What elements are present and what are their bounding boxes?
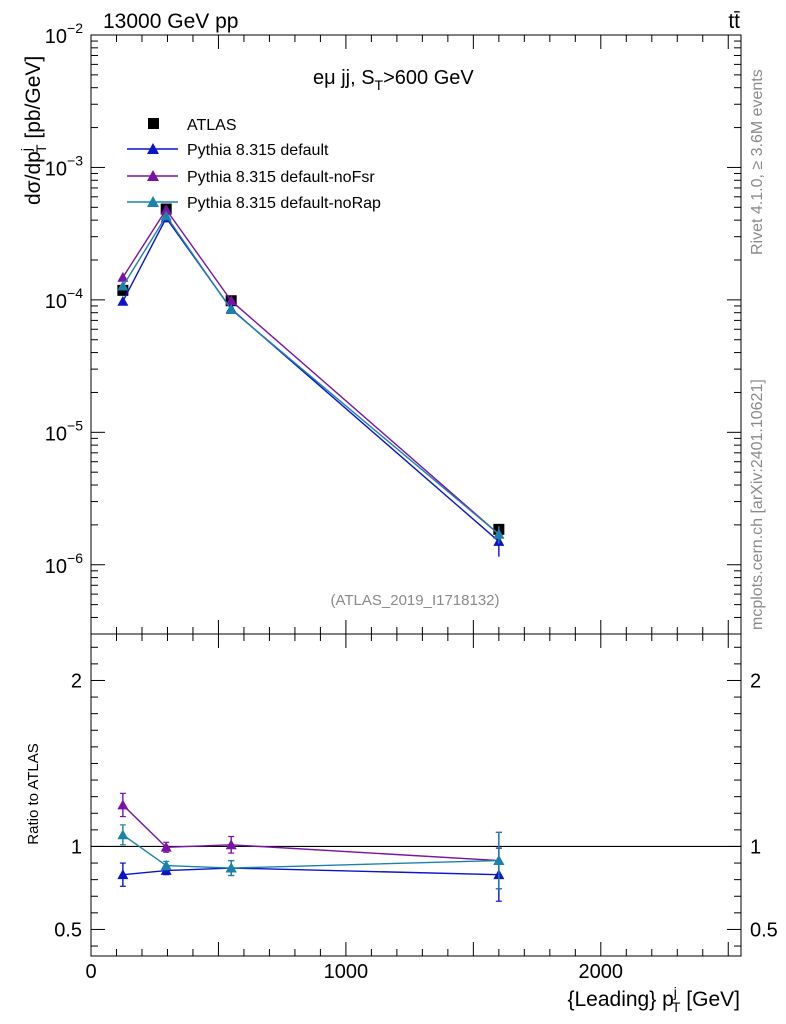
tick-base: 10 [45,26,67,48]
ratio-frame-rect [90,633,742,957]
ratio-axis-ticks [90,634,741,956]
ratio-point-default [117,869,129,880]
ratio-y-tick-label: 2 [71,670,82,692]
series-data [117,203,505,535]
data-point-default [117,295,129,306]
ratio-point-noFsr [117,799,129,810]
ratio-point-noFsr [160,841,172,852]
x-tick-label: 2000 [579,961,624,983]
data-point-noFsr [225,295,237,306]
legend-entry-nofsr: Pythia 8.315 default-noFsr [127,169,375,186]
tick-base: 10 [45,423,67,445]
main-panel: 10−210−310−410−510−6 eμ jj, ST>600 GeV (… [18,20,742,635]
tick-exponent: −3 [67,152,83,168]
ratio-y-tick-label: 0.5 [54,919,82,941]
legend-marker-nofsr [147,170,159,181]
ratio-point-noRap [160,860,172,870]
ratio-y-tick-label-right: 1 [750,836,761,858]
ratio-line-noFsr [122,804,499,862]
ratio-point-noRap [225,862,237,873]
ratio-y-tick-label-right: 2 [750,670,761,692]
ratio-series-noFsr [117,792,505,890]
series-line-default [122,216,500,542]
series-default [117,212,505,557]
series-line-noFsr [122,208,500,535]
analysis-id: (ATLAS_2019_I1718132) [330,592,499,609]
data-point-noRap [160,210,172,221]
legend-marker-atlas [148,118,159,129]
data-point-noFsr [117,271,129,282]
main-y-tick-label: 10−6 [45,550,83,578]
legend-marker-default [147,143,159,154]
ratio-point-noRap [493,855,505,865]
legend-label-norap: Pythia 8.315 default-noRap [187,195,381,212]
mcplots-info: mcplots.cern.ch [arXiv:2401.10621] [749,379,766,630]
tick-base: 10 [45,556,67,578]
ratio-y-axis-label: Ratio to ATLAS [25,743,42,844]
ratio-line-noRap [122,834,499,869]
ratio-plot-frame [90,633,742,957]
legend-entry-norap: Pythia 8.315 default-noRap [127,195,381,212]
ratio-series-noRap [117,824,505,890]
legend-label-nofsr: Pythia 8.315 default-noFsr [187,169,375,186]
rivet-info: Rivet 4.1.0, ≥ 3.6M events [749,69,766,255]
ratio-point-noFsr [225,839,237,850]
main-axis-ticks [90,34,741,635]
x-axis-label: {Leading} pj T [GeV] [567,984,740,1015]
tick-exponent: −2 [67,20,83,36]
tick-base: 10 [45,158,67,180]
ratio-y-tick-label-right: 0.5 [750,919,778,941]
legend: ATLAS Pythia 8.315 default Pythia 8.315 … [127,117,381,212]
data-point-noRap [117,280,129,291]
ratio-series-default [117,847,505,902]
data-point-noFsr [160,204,172,215]
main-y-tick-label: 10−5 [45,417,83,445]
main-y-tick-label: 10−3 [45,152,83,180]
legend-marker-norap [147,196,159,207]
legend-entry-atlas: ATLAS [148,117,237,134]
main-y-tick-label: 10−2 [45,20,83,48]
main-y-tick-labels: 10−210−310−410−510−6 [45,20,83,578]
main-series [117,203,505,557]
ratio-point-noRap [117,829,129,840]
tick-exponent: −5 [67,417,83,433]
data-point-noRap [225,304,237,314]
energy-label: 13000 GeV pp [103,10,238,33]
x-tick-label: 0 [85,961,96,983]
series-line-noRap [122,214,500,535]
legend-label-default: Pythia 8.315 default [187,142,329,159]
series-noFsr [117,204,505,544]
legend-label-atlas: ATLAS [187,117,237,134]
chart-title: eμ jj, ST>600 GeV [313,67,474,93]
ratio-series [91,792,741,902]
tick-exponent: −6 [67,550,83,566]
main-y-axis-label: dσ/dpjT [pb/GeV] [18,56,49,205]
x-tick-label: 1000 [324,961,369,983]
tick-base: 10 [45,291,67,313]
data-point-noRap [493,528,505,539]
ratio-y-tick-label: 1 [71,836,82,858]
ratio-panel: 0.5 0.5 1 1 2 2 0 1000 2000 Ratio to ATLAS {Lead… [25,633,778,1015]
legend-entry-default: Pythia 8.315 default [127,142,329,159]
ratio-tick-labels: 0.5 0.5 1 1 2 2 0 1000 2000 [54,670,778,983]
series-noRap [117,210,505,544]
process-label: tt̄ [728,10,740,33]
ratio-line-default [122,867,499,876]
tick-exponent: −4 [67,285,83,301]
main-y-tick-label: 10−4 [45,285,83,313]
